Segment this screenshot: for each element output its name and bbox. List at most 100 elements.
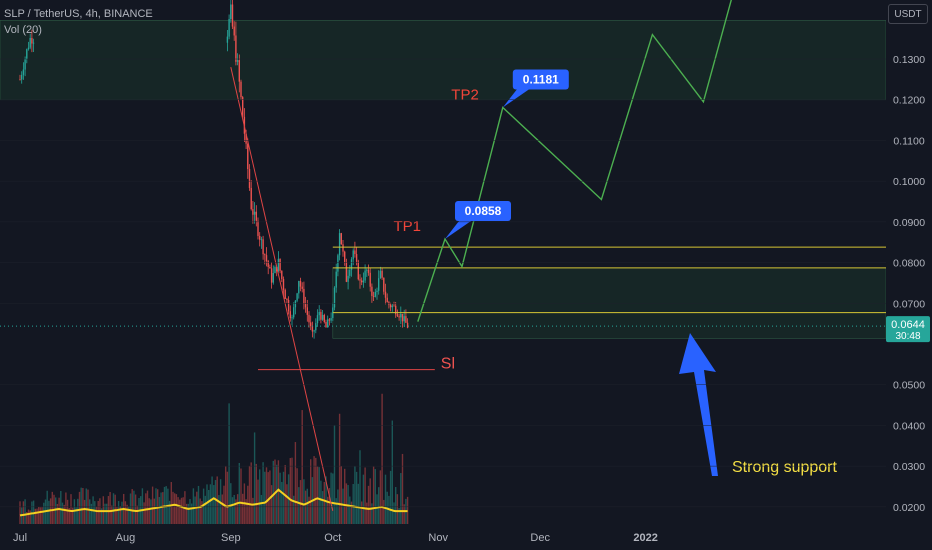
candle-body-46 [289, 311, 291, 319]
volume-bar-62 [124, 501, 127, 524]
candle-body-106 [391, 305, 393, 308]
candle-body-47 [291, 317, 293, 319]
y-tick-label-8: 0.0400 [893, 420, 925, 432]
strong-support-label: Strong support [732, 459, 838, 476]
volume-bar-65 [129, 493, 132, 524]
volume-bar-186 [335, 498, 337, 524]
candle-body-78 [344, 251, 346, 263]
volume-bar-162 [294, 442, 297, 524]
volume-bar-66 [131, 489, 133, 524]
volume-bar-174 [315, 457, 317, 524]
volume-bar-223 [398, 507, 400, 524]
volume-bar-84 [162, 492, 164, 524]
candle-body-54 [303, 288, 305, 305]
tp2-callout: 0.1181 [502, 69, 569, 108]
candle-body-41 [281, 270, 283, 279]
candle-body-51 [298, 280, 300, 294]
candle-body-7 [31, 38, 33, 44]
volume-bar-144 [264, 471, 266, 524]
candle-body-76 [340, 233, 342, 245]
volume-bar-79 [153, 498, 155, 524]
volume-bar-93 [177, 497, 179, 524]
candle-body-90 [364, 270, 366, 281]
volume-bar-92 [175, 494, 178, 524]
candle-body-72 [333, 287, 336, 308]
volume-bar-60 [121, 501, 123, 524]
candle-body-25 [253, 211, 256, 215]
volume-bar-121 [225, 466, 227, 524]
volume-bar-44 [94, 501, 96, 524]
volume-bar-69 [136, 505, 138, 524]
tp1-value: 0.0858 [465, 204, 502, 218]
candle-body-88 [361, 280, 363, 283]
volume-bar-177 [320, 480, 322, 524]
volume-bar-215 [384, 474, 387, 524]
candle-body-43 [284, 289, 286, 299]
volume-bar-17 [48, 500, 50, 524]
candle-body-52 [299, 280, 302, 287]
candle-body-93 [369, 272, 371, 287]
candle-body-83 [352, 250, 354, 260]
candle-body-62 [316, 315, 319, 324]
candle-body-3 [24, 58, 26, 70]
volume-bar-91 [174, 493, 176, 524]
volume-bar-152 [277, 460, 280, 524]
candle-body-102 [384, 291, 387, 298]
volume-bar-58 [117, 501, 120, 524]
volume-bar-122 [226, 471, 229, 524]
volume-bar-103 [194, 496, 196, 524]
candle-body-48 [293, 307, 295, 318]
candle-body-18 [242, 97, 244, 117]
candle-body-108 [395, 305, 397, 315]
volume-bar-159 [289, 458, 291, 524]
volume-bar-164 [298, 487, 300, 524]
volume-bar-55 [112, 493, 115, 524]
volume-bar-109 [204, 495, 206, 524]
candle-body-24 [252, 209, 254, 215]
candle-body-53 [301, 286, 303, 289]
volume-bar-197 [354, 466, 356, 524]
volume-bar-52 [107, 496, 110, 524]
support-arrow-icon [679, 333, 718, 476]
candle-body-58 [310, 322, 312, 327]
candle-body-22 [248, 169, 251, 188]
candle-body-87 [359, 279, 361, 281]
volume-bar-10 [36, 508, 38, 524]
candle-body-27 [257, 220, 259, 236]
volume-bar-224 [400, 473, 402, 524]
volume-bar-142 [260, 494, 263, 524]
candle-body-14 [235, 35, 237, 62]
axis-unit-button[interactable]: USDT [888, 4, 928, 24]
volume-bar-143 [262, 462, 264, 524]
volume-bar-219 [391, 420, 393, 524]
volume-bar-179 [323, 482, 325, 524]
x-tick-label-3: Oct [324, 532, 341, 544]
candle-body-9 [226, 36, 229, 43]
volume-indicator-label[interactable]: Vol (20) [4, 24, 42, 36]
tp2-pointer [502, 89, 529, 108]
symbol-title[interactable]: SLP / TetherUS, 4h, BINANCE [4, 8, 153, 20]
tp1-label: TP1 [393, 218, 421, 235]
volume-bar-64 [128, 506, 130, 524]
volume-bar-218 [389, 470, 392, 524]
volume-bar-136 [250, 462, 252, 524]
candle-body-10 [228, 18, 230, 37]
volume-bar-160 [291, 457, 293, 524]
candle-body-100 [381, 270, 383, 278]
volume-bar-68 [134, 494, 137, 524]
volume-bar-221 [395, 487, 397, 524]
candle-body-16 [238, 60, 240, 82]
volume-bar-29 [68, 507, 70, 524]
volume-bar-170 [308, 496, 310, 524]
candle-body-8 [32, 42, 35, 44]
volume-bar-133 [245, 499, 247, 524]
volume-bar-86 [165, 486, 167, 524]
volume-bar-212 [379, 470, 382, 524]
y-tick-label-0: 0.1300 [893, 54, 925, 66]
support-resistance-zones [0, 20, 887, 339]
time-axis[interactable]: Jul Aug Sep Oct Nov Dec 2022 [0, 528, 886, 550]
volume-bar-83 [160, 492, 162, 524]
volume-bar-16 [46, 490, 48, 524]
